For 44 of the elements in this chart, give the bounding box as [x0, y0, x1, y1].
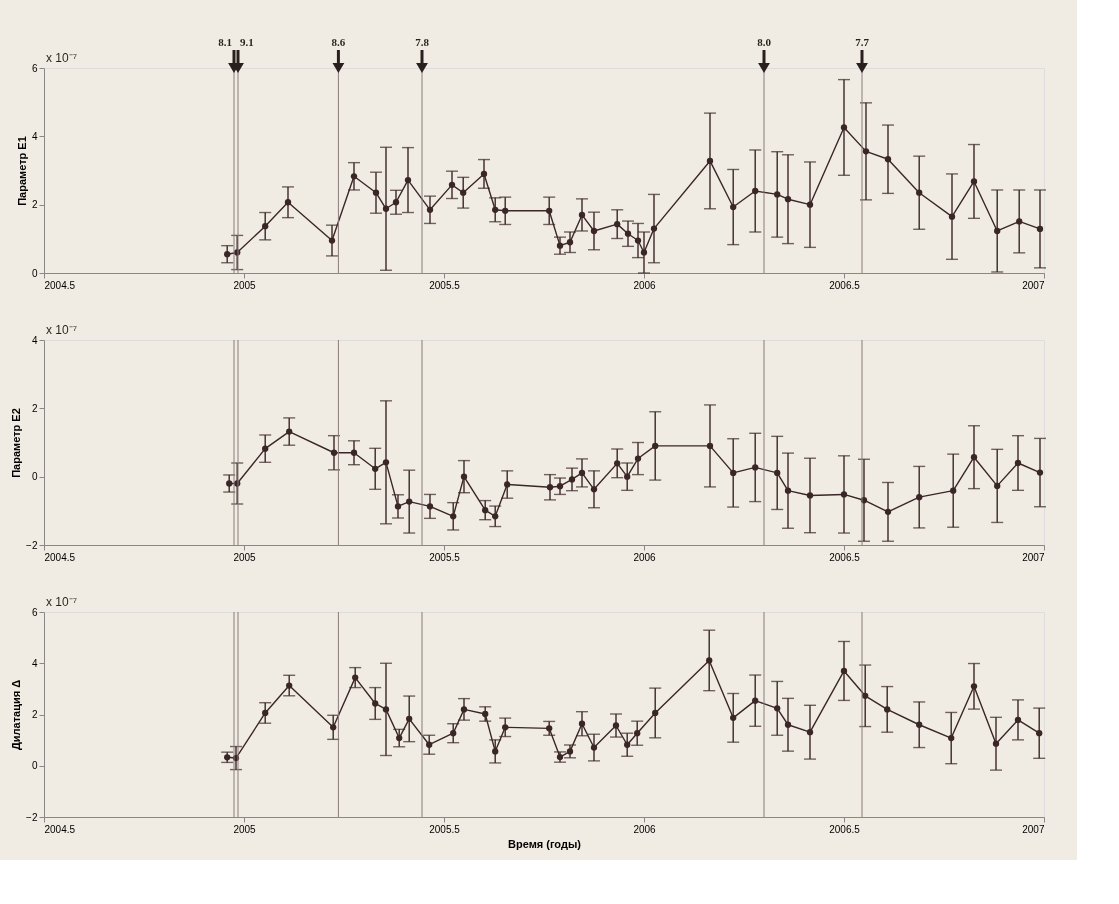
y-tick-label: −2: [26, 811, 38, 823]
y-tick-label: 0: [31, 471, 38, 483]
text: x 10⁻⁷: [46, 51, 78, 65]
x-tick-label: 2005.5: [429, 279, 461, 291]
x-tick-label: 2006.5: [829, 279, 861, 291]
y-tick-label: 0: [31, 267, 38, 279]
y-tick-label: 6: [31, 606, 38, 618]
x-tick-label: 2006: [633, 823, 657, 835]
y-tick-label: 4: [31, 334, 38, 346]
y-tick-label: 2: [31, 402, 38, 414]
x-tick-label: 2006: [633, 551, 657, 563]
annotation: 8.0: [757, 36, 772, 48]
x-tick-label: 2004.5: [44, 551, 76, 563]
x-tick-label: 2005.5: [429, 823, 461, 835]
x-tick-label: 2005: [233, 823, 257, 835]
annotation: 8.6: [331, 36, 346, 48]
y-tick-label: 2: [31, 199, 38, 211]
annotation: 7.8: [415, 36, 430, 48]
x-tick-label: 2006.5: [829, 823, 861, 835]
x-tick-label: 2006.5: [829, 551, 861, 563]
y-tick-label: 4: [31, 657, 38, 669]
x-tick-label: 2007: [1022, 279, 1045, 291]
x-tick-label: 2007: [1022, 551, 1045, 563]
y-tick-label: 0: [31, 760, 38, 772]
annotation: 9.1: [240, 36, 254, 48]
x-tick-label: 2007: [1022, 823, 1045, 835]
annotation: 7.7: [855, 36, 870, 48]
annotation: 8.1: [218, 36, 232, 48]
y-axis-title: Параметр E1: [15, 136, 28, 206]
x-tick-label: 2005.5: [429, 551, 461, 563]
y-tick-label: 4: [31, 130, 38, 142]
x-tick-label: 2006: [633, 279, 657, 291]
text: x 10⁻⁷: [46, 323, 78, 337]
y-tick-label: −2: [26, 539, 38, 551]
x-axis-title: Время (годы): [508, 837, 582, 850]
y-axis-title: Дилатация Δ: [10, 679, 23, 751]
y-axis-title: Параметр E2: [10, 408, 23, 478]
y-tick-label: 6: [31, 62, 38, 74]
x-tick-label: 2004.5: [44, 279, 76, 291]
text: x 10⁻⁷: [46, 595, 78, 609]
x-tick-label: 2005: [233, 551, 257, 563]
x-tick-label: 2004.5: [44, 823, 76, 835]
x-tick-label: 2005: [233, 279, 257, 291]
y-tick-label: 2: [31, 709, 38, 720]
